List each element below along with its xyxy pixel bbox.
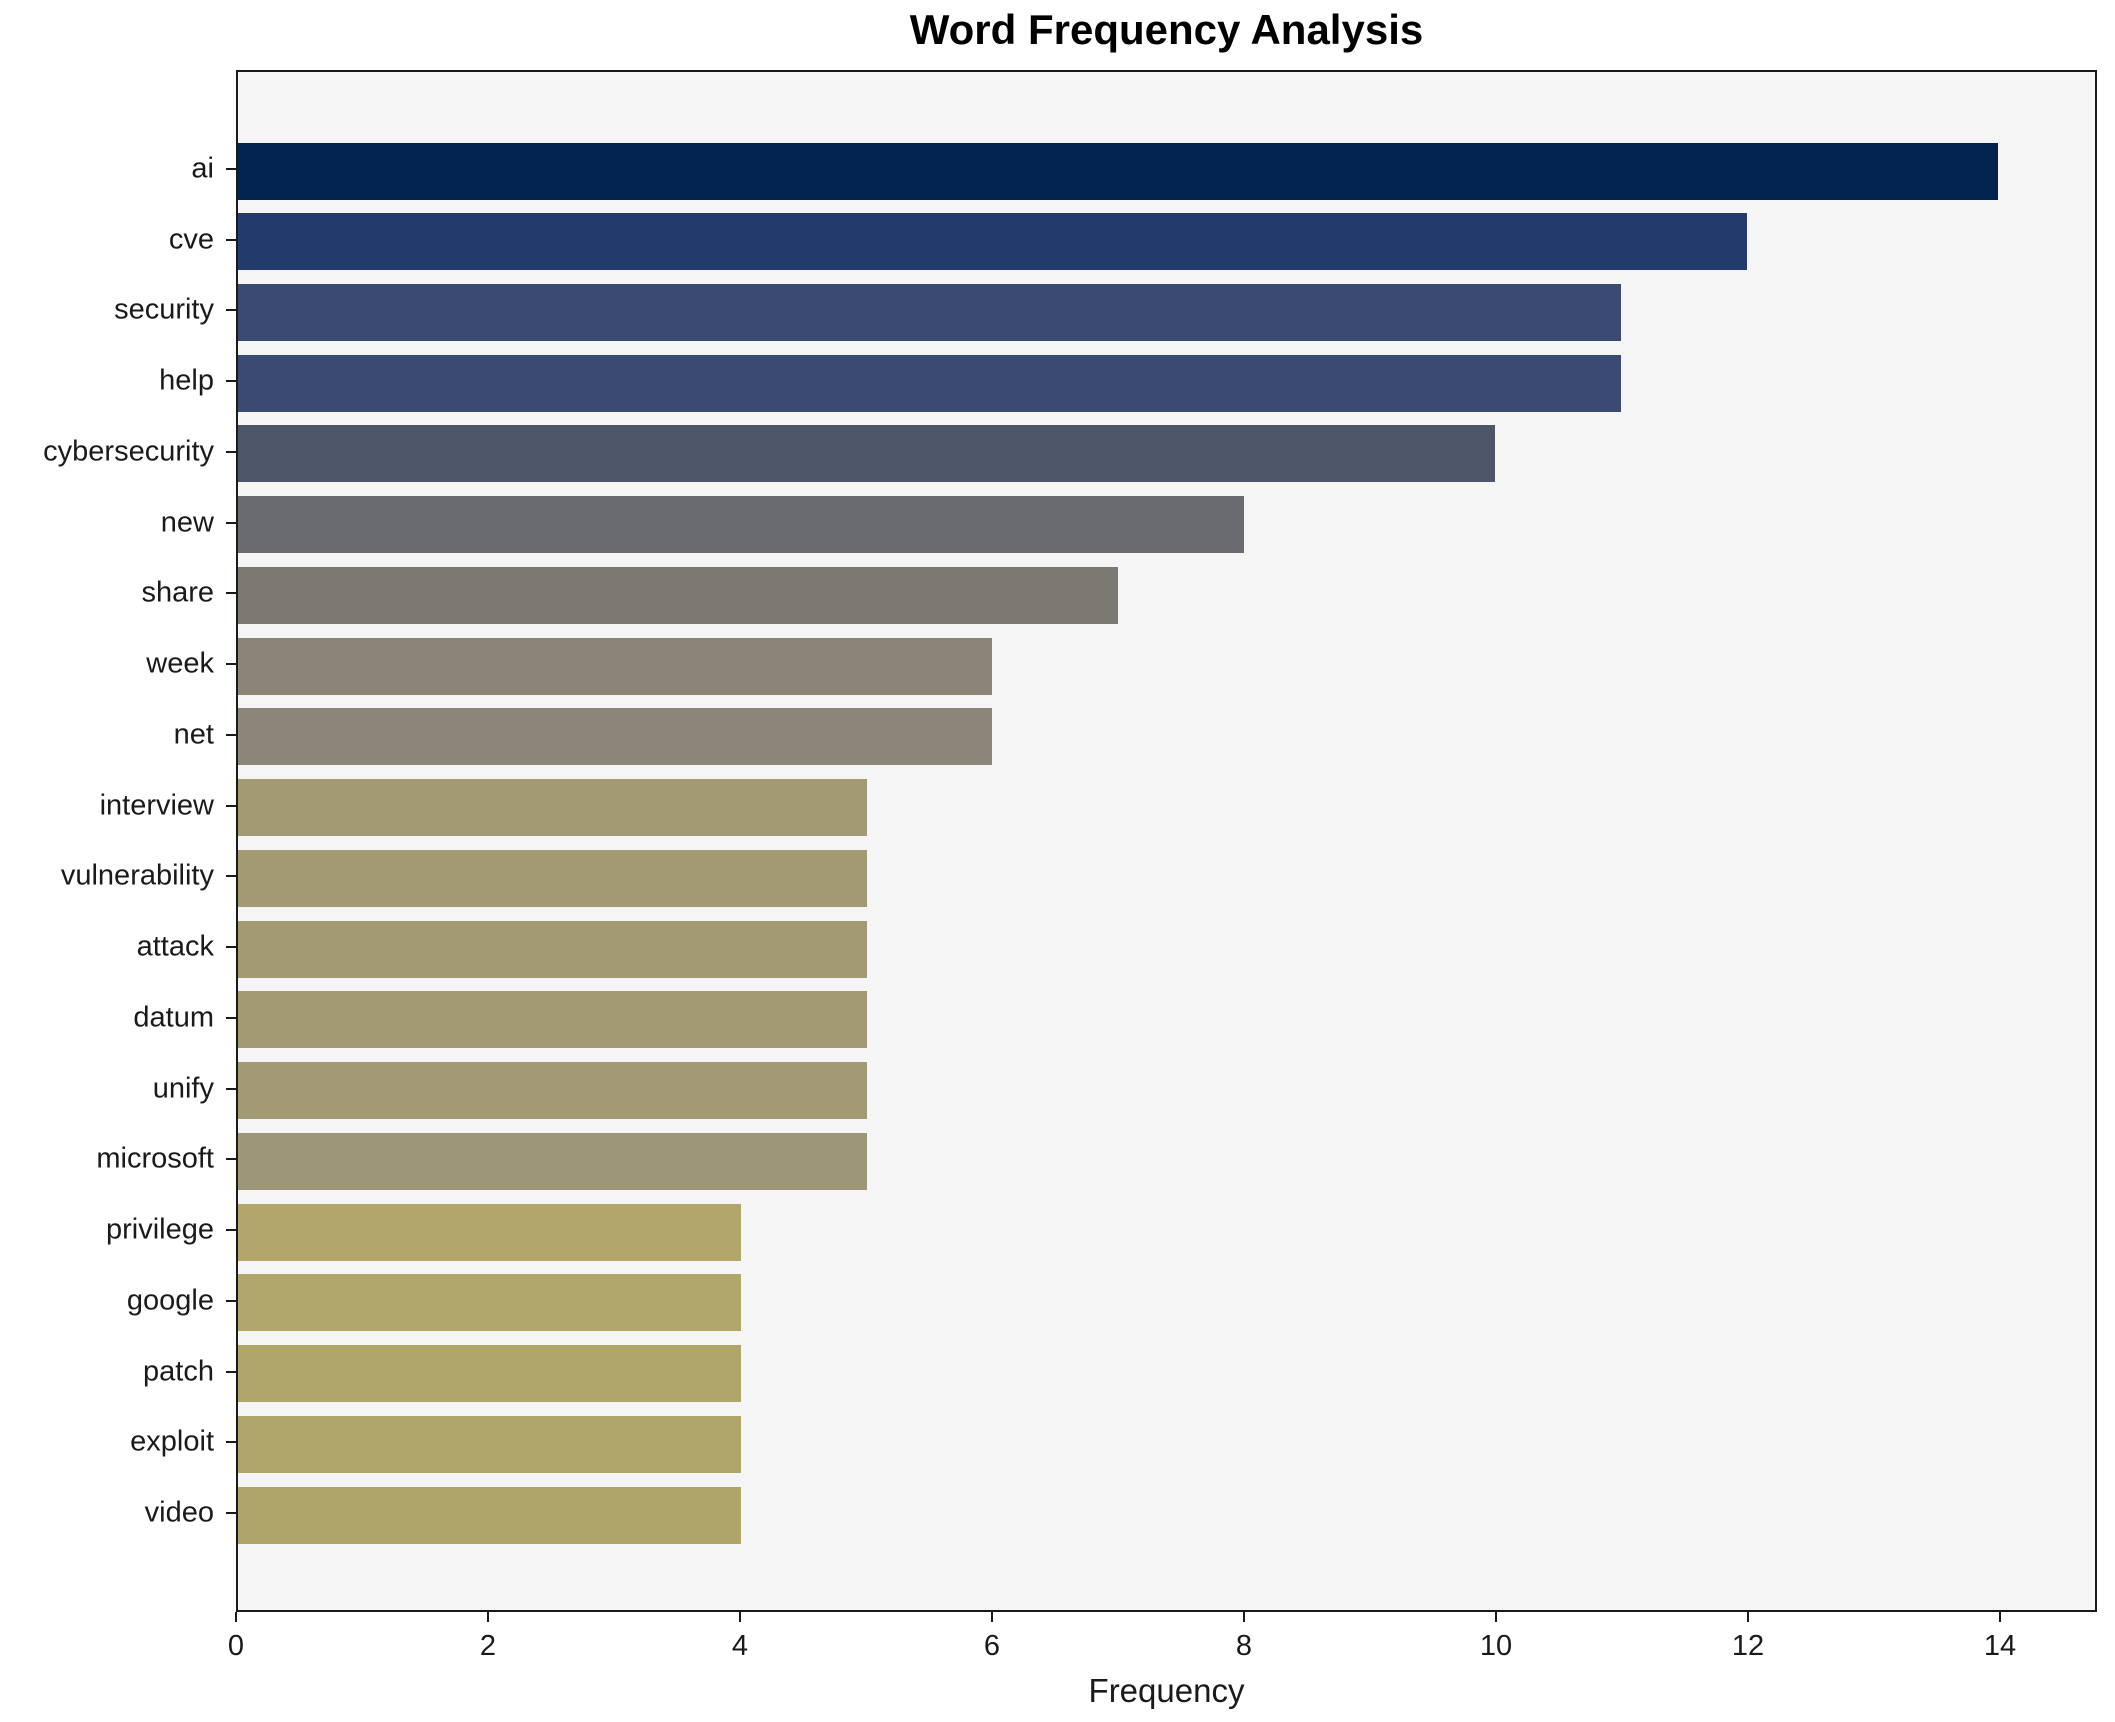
y-tick-label-cve: cve (168, 223, 214, 256)
y-tick-label-net: net (173, 718, 214, 751)
y-tick-label-video: video (144, 1496, 214, 1529)
x-tick-mark (1998, 1612, 2001, 1622)
y-tick-label-google: google (126, 1284, 214, 1317)
y-tick-label-attack: attack (136, 930, 214, 963)
y-tick-mark (226, 1158, 236, 1161)
x-tick-mark (738, 1612, 741, 1622)
x-tick-label-0: 0 (227, 1630, 245, 1662)
y-tick-label-help: help (159, 364, 214, 397)
x-tick-label-4: 4 (731, 1630, 749, 1662)
y-tick-mark (226, 450, 236, 453)
x-tick-mark (1746, 1612, 1749, 1622)
bar-patch (238, 1345, 741, 1403)
bar-net (238, 708, 993, 766)
bar-cve (238, 213, 1747, 271)
y-tick-label-share: share (141, 576, 214, 609)
y-tick-mark (226, 1087, 236, 1090)
x-tick-mark (990, 1612, 993, 1622)
bar-privilege (238, 1203, 741, 1261)
y-tick-mark (226, 1016, 236, 1019)
y-tick-label-interview: interview (99, 789, 214, 822)
x-axis-label: Frequency (1088, 1672, 1245, 1709)
bar-new (238, 496, 1244, 554)
y-tick-label-patch: patch (143, 1355, 214, 1388)
y-tick-mark (226, 1229, 236, 1232)
y-tick-label-week: week (146, 647, 214, 680)
y-tick-mark (226, 1299, 236, 1302)
bar-attack (238, 920, 867, 978)
y-tick-mark (226, 875, 236, 878)
y-tick-mark (226, 1370, 236, 1373)
y-tick-mark (226, 238, 236, 241)
y-tick-mark (226, 380, 236, 383)
y-tick-mark (226, 592, 236, 595)
y-tick-label-cybersecurity: cybersecurity (43, 435, 214, 468)
bar-exploit (238, 1415, 741, 1473)
bar-video (238, 1486, 741, 1544)
bar-interview (238, 779, 867, 837)
bar-share (238, 566, 1119, 624)
bar-ai (238, 142, 1999, 200)
y-tick-label-unify: unify (152, 1072, 214, 1105)
bar-cybersecurity (238, 425, 1496, 483)
y-tick-mark (226, 521, 236, 524)
y-tick-mark (226, 804, 236, 807)
y-tick-label-exploit: exploit (130, 1425, 214, 1458)
y-tick-label-security: security (114, 293, 214, 326)
bar-datum (238, 991, 867, 1049)
x-tick-label-10: 10 (1479, 1630, 1513, 1662)
x-tick-label-6: 6 (983, 1630, 1001, 1662)
plot-area (236, 70, 2097, 1612)
bar-week (238, 637, 993, 695)
x-tick-label-12: 12 (1731, 1630, 1765, 1662)
bar-google (238, 1274, 741, 1332)
y-tick-mark (226, 168, 236, 170)
bar-help (238, 354, 1621, 412)
y-tick-label-privilege: privilege (106, 1213, 214, 1246)
x-tick-mark (235, 1612, 237, 1622)
bar-microsoft (238, 1132, 867, 1190)
bar-unify (238, 1062, 867, 1120)
y-tick-mark (226, 1441, 236, 1444)
y-tick-mark (226, 946, 236, 949)
bar-vulnerability (238, 849, 867, 907)
y-tick-label-vulnerability: vulnerability (60, 859, 214, 892)
y-tick-mark (226, 1512, 236, 1515)
x-tick-label-14: 14 (1983, 1630, 2017, 1662)
y-tick-label-ai: ai (191, 152, 214, 185)
x-tick-mark (1242, 1612, 1245, 1622)
chart-title: Word Frequency Analysis (909, 6, 1424, 53)
y-tick-label-new: new (160, 506, 214, 539)
bar-security (238, 283, 1621, 341)
y-tick-mark (226, 663, 236, 666)
y-tick-label-microsoft: microsoft (96, 1142, 214, 1175)
y-tick-mark (226, 309, 236, 312)
x-tick-label-2: 2 (479, 1630, 497, 1662)
x-tick-label-8: 8 (1235, 1630, 1253, 1662)
y-tick-label-datum: datum (133, 1001, 214, 1034)
x-tick-mark (486, 1612, 489, 1622)
y-tick-mark (226, 733, 236, 736)
x-tick-mark (1494, 1612, 1497, 1622)
